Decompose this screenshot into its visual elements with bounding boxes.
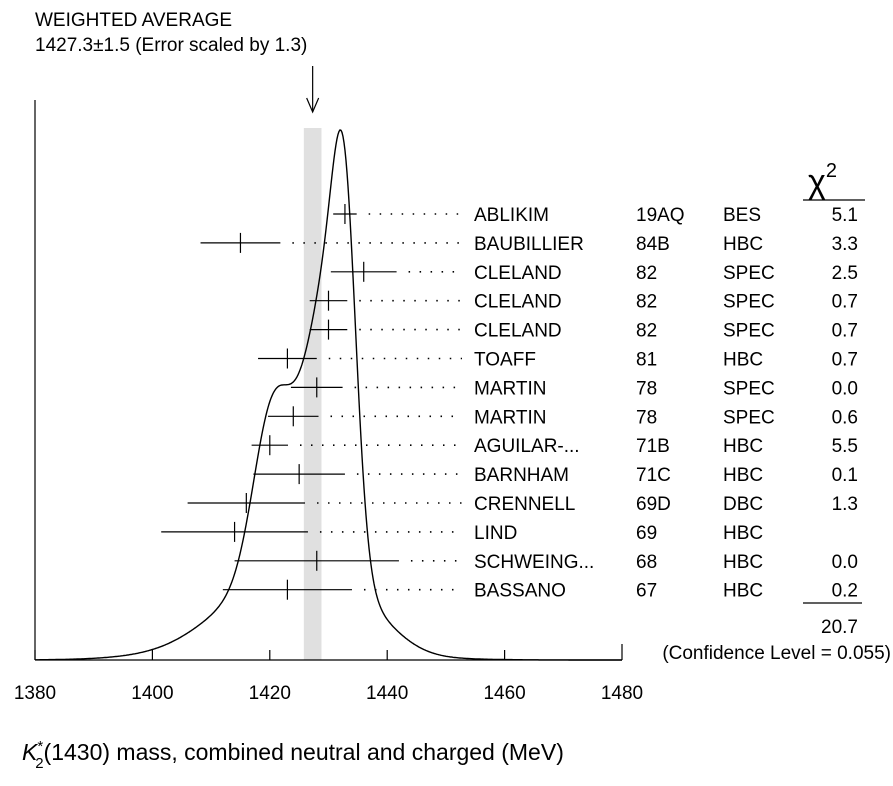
reference: 71B [636, 436, 670, 457]
chart-title: WEIGHTED AVERAGE [35, 10, 232, 31]
reference: 81 [636, 350, 657, 371]
x-sub: 2 [35, 755, 43, 772]
author: LIND [474, 523, 517, 544]
reference: 82 [636, 263, 657, 284]
technique: SPEC [723, 378, 775, 399]
technique: SPEC [723, 321, 775, 342]
average-arrowhead [306, 97, 320, 114]
reference: 82 [636, 292, 657, 313]
average-band [303, 128, 322, 660]
author: SCHWEING... [474, 552, 594, 573]
chi2-symbol: χ [808, 163, 826, 201]
technique: HBC [723, 465, 763, 486]
x-symbol: K [22, 739, 39, 765]
chi2-value: 0.7 [832, 350, 858, 371]
technique: DBC [723, 494, 763, 515]
reference: 19AQ [636, 205, 685, 226]
author: CRENNELL [474, 494, 575, 515]
author: CLELAND [474, 292, 562, 313]
reference: 82 [636, 321, 657, 342]
x-sup: * [37, 738, 43, 755]
chart-subtitle: 1427.3±1.5 (Error scaled by 1.3) [35, 35, 307, 56]
chi2-value: 0.0 [832, 552, 858, 573]
author: BASSANO [474, 581, 566, 602]
x-tick-label: 1380 [14, 683, 56, 704]
chi2-value: 0.7 [832, 321, 858, 342]
technique: SPEC [723, 407, 775, 428]
chi2-header: χ2 [808, 160, 837, 201]
reference: 69D [636, 494, 671, 515]
author: AGUILAR-... [474, 436, 580, 457]
author: CLELAND [474, 263, 562, 284]
technique: HBC [723, 523, 763, 544]
chi2-value: 0.6 [832, 407, 858, 428]
chi2-sup: 2 [826, 160, 837, 182]
reference: 69 [636, 523, 657, 544]
chi2-value: 0.2 [832, 581, 858, 602]
author: ABLIKIM [474, 205, 549, 226]
chi2-value: 3.3 [832, 234, 858, 255]
x-tick-label: 1400 [131, 683, 173, 704]
technique: SPEC [723, 292, 775, 313]
author: TOAFF [474, 350, 536, 371]
author: BAUBILLIER [474, 234, 584, 255]
confidence-level: (Confidence Level = 0.055) [662, 643, 891, 664]
technique: HBC [723, 436, 763, 457]
technique: HBC [723, 552, 763, 573]
x-tick-label: 1480 [601, 683, 643, 704]
x-tick-label: 1460 [483, 683, 525, 704]
reference: 78 [636, 378, 657, 399]
x-tick-label: 1420 [249, 683, 291, 704]
chi2-value: 1.3 [832, 494, 858, 515]
chi2-value: 0.1 [832, 465, 858, 486]
reference: 67 [636, 581, 657, 602]
x-text: (1430) mass, combined neutral and charge… [44, 739, 564, 765]
author: CLELAND [474, 321, 562, 342]
reference: 71C [636, 465, 671, 486]
technique: BES [723, 205, 761, 226]
author: MARTIN [474, 378, 546, 399]
x-tick-label: 1440 [366, 683, 408, 704]
chi2-value: 0.7 [832, 292, 858, 313]
technique: HBC [723, 581, 763, 602]
author: BARNHAM [474, 465, 569, 486]
technique: SPEC [723, 263, 775, 284]
author: MARTIN [474, 407, 546, 428]
reference: 78 [636, 407, 657, 428]
chi2-total: 20.7 [821, 617, 858, 638]
chi2-value: 2.5 [832, 263, 858, 284]
chi2-value: 5.5 [832, 436, 858, 457]
chi2-value: 5.1 [832, 205, 858, 226]
technique: HBC [723, 234, 763, 255]
technique: HBC [723, 350, 763, 371]
reference: 68 [636, 552, 657, 573]
x-axis-title: K* 2(1430) mass, combined neutral and cha… [22, 738, 564, 772]
chi2-value: 0.0 [832, 378, 858, 399]
reference: 84B [636, 234, 670, 255]
ideogram-curve [35, 129, 622, 661]
